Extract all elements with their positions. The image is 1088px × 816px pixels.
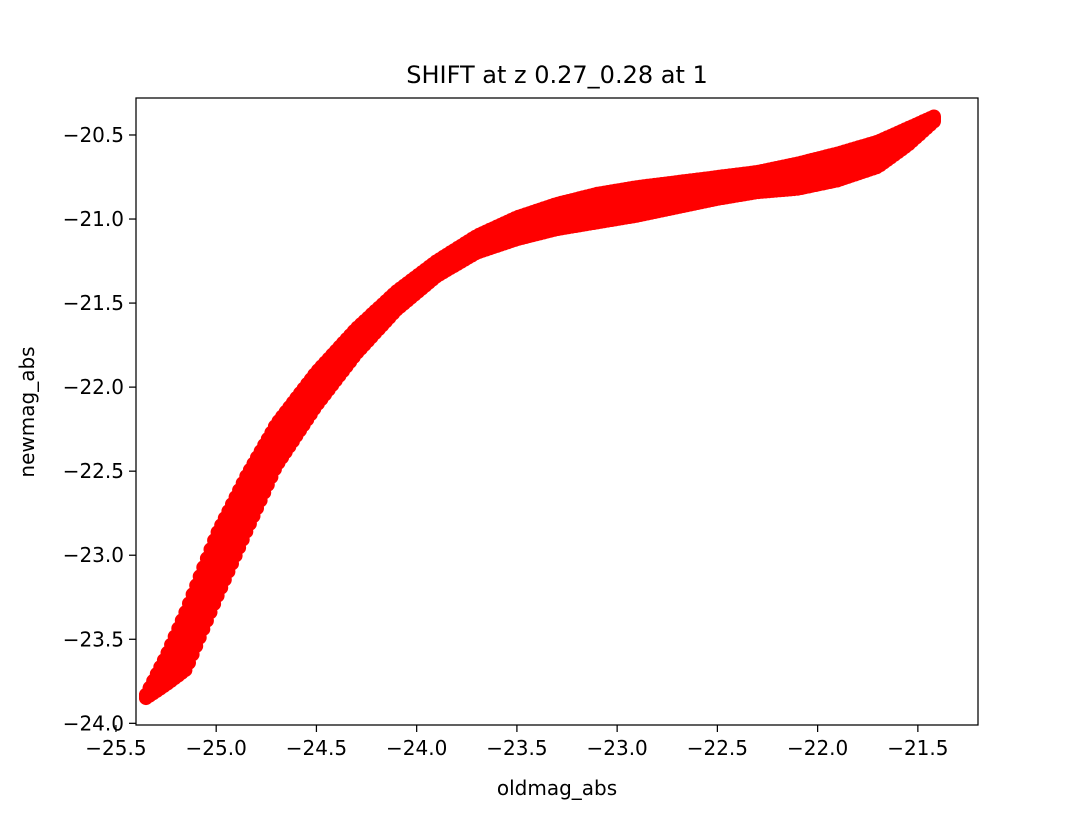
y-tick-label: −20.5 bbox=[63, 123, 124, 147]
y-tick-label: −22.5 bbox=[63, 459, 124, 483]
chart-title: SHIFT at z 0.27_0.28 at 1 bbox=[406, 61, 708, 89]
x-tick-label: −23.5 bbox=[486, 736, 547, 760]
x-tick-label: −24.0 bbox=[386, 736, 447, 760]
x-axis: −25.5 −25.0 −24.5 −24.0 −23.5 −23.0 −22.5 −22.0… bbox=[85, 725, 949, 760]
y-axis-label: newmag_abs bbox=[15, 346, 39, 477]
y-tick-label: −22.0 bbox=[63, 375, 124, 399]
x-tick-label: −22.0 bbox=[787, 736, 848, 760]
scatter-points bbox=[139, 109, 941, 706]
plot-area bbox=[139, 109, 941, 706]
y-tick-label: −24.0 bbox=[63, 711, 124, 735]
y-tick-label: −23.0 bbox=[63, 543, 124, 567]
y-axis: −24.0 −23.5 −23.0 −22.5 −22.0 −21.5 −21.0 −20.5 bbox=[63, 123, 136, 735]
y-tick-label: −23.5 bbox=[63, 627, 124, 651]
x-tick-label: −25.0 bbox=[186, 736, 247, 760]
x-axis-label: oldmag_abs bbox=[497, 776, 617, 800]
x-tick-label: −22.5 bbox=[687, 736, 748, 760]
x-tick-label: −23.0 bbox=[586, 736, 647, 760]
y-tick-label: −21.5 bbox=[63, 291, 124, 315]
x-tick-label: −21.5 bbox=[887, 736, 948, 760]
x-tick-label: −25.5 bbox=[85, 736, 146, 760]
y-tick-label: −21.0 bbox=[63, 207, 124, 231]
axes-frame bbox=[135, 97, 979, 726]
x-tick-label: −24.5 bbox=[286, 736, 347, 760]
data-point bbox=[926, 114, 941, 129]
